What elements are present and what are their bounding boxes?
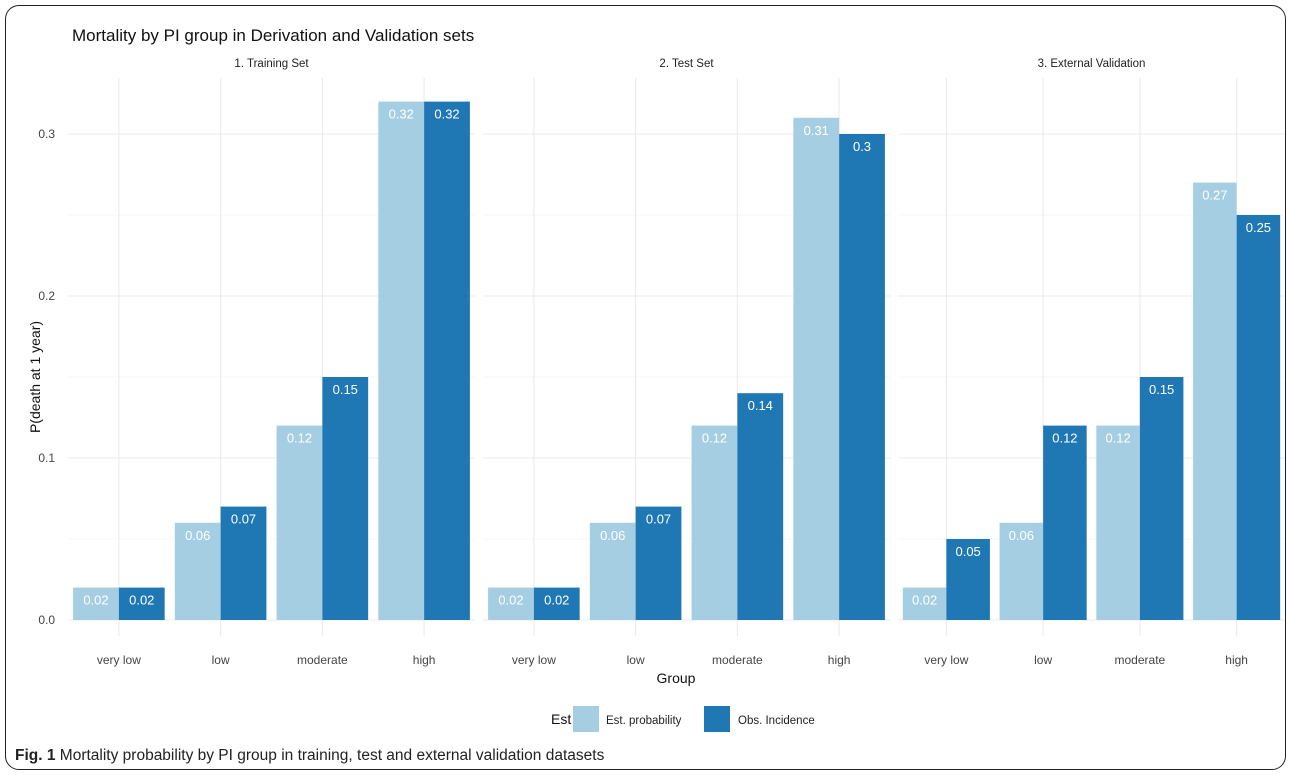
panel-title: 2. Test Set <box>659 58 714 70</box>
legend-label: Obs. Incidence <box>738 715 815 727</box>
x-tick-label: high <box>1225 653 1248 667</box>
bar-est-probability <box>276 425 323 620</box>
data-label: 0.12 <box>702 431 727 446</box>
bar-obs-incidence <box>1043 425 1087 620</box>
bar-obs-incidence <box>424 101 470 621</box>
data-label: 0.02 <box>912 593 937 608</box>
caption-label: Fig. 1 <box>15 747 56 764</box>
data-label: 0.12 <box>287 431 312 446</box>
panel-title: 3. External Validation <box>1038 58 1146 70</box>
data-label: 0.27 <box>1202 188 1227 203</box>
y-tick-label: 0.2 <box>38 289 55 303</box>
x-axis-label: Group <box>657 670 696 686</box>
data-label: 0.06 <box>1009 528 1034 543</box>
data-label: 0.31 <box>804 123 829 138</box>
data-label: 0.07 <box>646 512 671 527</box>
legend-title: Est <box>551 711 571 727</box>
x-tick-label: moderate <box>1115 653 1166 667</box>
bar-obs-incidence <box>946 539 990 620</box>
bar-est-probability <box>902 587 947 620</box>
data-label: 0.02 <box>129 593 154 608</box>
figure-frame <box>5 5 1286 770</box>
chart-title: Mortality by PI group in Derivation and … <box>72 26 474 45</box>
data-label: 0.02 <box>498 593 523 608</box>
data-label: 0.05 <box>955 544 980 559</box>
data-label: 0.06 <box>600 528 625 543</box>
x-tick-label: high <box>413 653 436 667</box>
data-label: 0.15 <box>1149 382 1174 397</box>
data-label: 0.02 <box>83 593 108 608</box>
bar-est-probability <box>793 117 840 621</box>
x-tick-label: low <box>1034 653 1052 667</box>
data-label: 0.32 <box>434 107 459 122</box>
bar-est-probability <box>488 587 534 620</box>
figure-caption: Fig. 1 Mortality probability by PI group… <box>15 747 604 765</box>
bar-est-probability <box>1193 182 1237 620</box>
x-tick-label: moderate <box>297 653 348 667</box>
bar-est-probability <box>1096 425 1140 620</box>
bar-obs-incidence <box>1236 215 1281 620</box>
data-label: 0.12 <box>1105 431 1130 446</box>
data-label: 0.14 <box>748 398 773 413</box>
bar-est-probability <box>691 425 738 620</box>
bar-obs-incidence <box>635 506 682 620</box>
legend-label: Est. probability <box>606 715 682 727</box>
bar-obs-incidence <box>220 506 267 620</box>
data-label: 0.3 <box>853 139 871 154</box>
bar-chart: Mortality by PI group in Derivation and … <box>27 26 1285 732</box>
data-label: 0.02 <box>544 593 569 608</box>
x-tick-label: very low <box>512 653 556 667</box>
x-tick-label: low <box>212 653 230 667</box>
x-tick-label: high <box>828 653 851 667</box>
y-tick-label: 0.3 <box>38 127 55 141</box>
bar-est-probability <box>378 101 425 621</box>
x-tick-label: very low <box>924 653 968 667</box>
bar-obs-incidence <box>737 393 784 620</box>
data-label: 0.07 <box>231 512 256 527</box>
data-label: 0.25 <box>1246 220 1271 235</box>
bar-obs-incidence <box>839 134 885 620</box>
bar-obs-incidence <box>322 377 369 620</box>
data-label: 0.06 <box>185 528 210 543</box>
data-label: 0.32 <box>389 107 414 122</box>
bar-est-probability <box>999 522 1044 620</box>
data-label: 0.12 <box>1052 431 1077 446</box>
caption-text: Mortality probability by PI group in tra… <box>59 747 605 764</box>
bar-obs-incidence <box>533 587 580 620</box>
legend-swatch-est-probability <box>573 706 599 732</box>
legend-swatch-obs-incidence <box>704 706 730 732</box>
y-tick-label: 0.0 <box>38 613 55 627</box>
bar-est-probability <box>73 587 119 620</box>
x-tick-label: low <box>627 653 645 667</box>
data-label: 0.15 <box>333 382 358 397</box>
bar-obs-incidence <box>1139 377 1184 620</box>
x-tick-label: moderate <box>712 653 763 667</box>
panel-title: 1. Training Set <box>234 58 309 70</box>
y-tick-label: 0.1 <box>38 451 55 465</box>
bar-obs-incidence <box>118 587 165 620</box>
x-tick-label: very low <box>97 653 141 667</box>
bar-est-probability <box>174 522 221 620</box>
y-axis-label: P(death at 1 year) <box>27 321 43 433</box>
bar-est-probability <box>589 522 636 620</box>
